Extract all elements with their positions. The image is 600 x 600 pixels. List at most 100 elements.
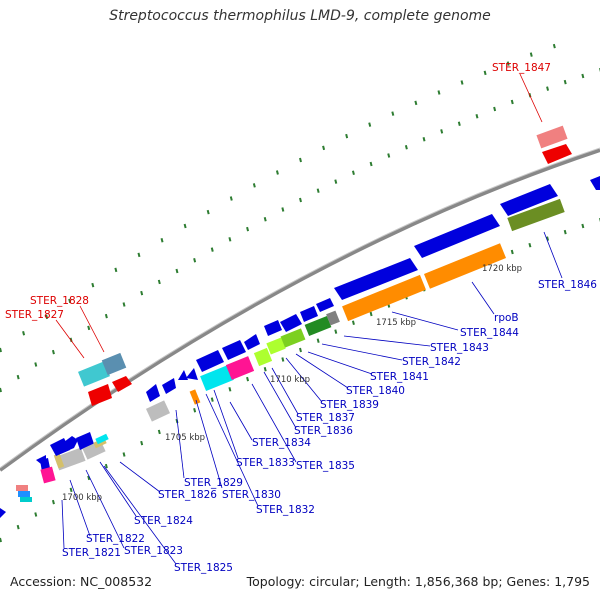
gene-block[interactable]: [95, 433, 109, 445]
gene-arrow[interactable]: [280, 314, 302, 332]
tick-mark: [69, 487, 73, 493]
gene-arrow[interactable]: [178, 370, 188, 380]
gene-arrow[interactable]: [300, 306, 318, 322]
gene-arrow[interactable]: [264, 320, 282, 336]
tick-mark: [0, 387, 2, 393]
gene-block[interactable]: [40, 466, 56, 484]
tick-mark: [137, 252, 141, 258]
tick-mark: [68, 298, 72, 304]
gene-label[interactable]: STER_1828: [30, 295, 89, 307]
gene-label[interactable]: STER_1837: [296, 412, 355, 424]
gene-arrow[interactable]: [414, 214, 500, 258]
gene-label[interactable]: STER_1826: [158, 489, 217, 501]
gene-block[interactable]: [189, 389, 201, 405]
kbp-label: 1720 kbp: [482, 264, 522, 274]
gene-block[interactable]: [101, 352, 127, 376]
gene-label[interactable]: STER_1847: [492, 62, 551, 74]
tick-mark: [160, 237, 164, 243]
gene-label[interactable]: STER_1821: [62, 547, 121, 559]
gene-block[interactable]: [536, 125, 568, 149]
tick-mark: [157, 429, 161, 435]
gene-block[interactable]: [304, 315, 332, 337]
gene-block[interactable]: [18, 491, 30, 497]
gene-arrow[interactable]: [590, 176, 600, 190]
gene-block[interactable]: [16, 485, 28, 491]
gene-arrow[interactable]: [244, 334, 260, 350]
genome-backbone: [0, 148, 600, 472]
gene-block[interactable]: [342, 274, 426, 322]
gene-arrow[interactable]: [56, 436, 78, 454]
tick-mark: [404, 145, 408, 150]
tick-mark: [334, 179, 338, 184]
gene-label[interactable]: STER_1842: [402, 356, 461, 368]
tick-mark: [281, 357, 285, 362]
gene-block[interactable]: [20, 497, 32, 502]
tick-mark: [529, 52, 533, 57]
tick-mark: [104, 463, 108, 469]
gene-arrow[interactable]: [162, 378, 176, 394]
gene-block[interactable]: [326, 310, 340, 326]
gene-block[interactable]: [280, 328, 306, 348]
gene-arrow[interactable]: [0, 508, 6, 518]
gene-arrow[interactable]: [146, 384, 160, 402]
gene-block[interactable]: [507, 198, 565, 232]
gene-label[interactable]: STER_1836: [294, 425, 353, 437]
gene-label[interactable]: STER_1823: [124, 545, 183, 557]
gene-arrow[interactable]: [334, 258, 418, 300]
tick-mark: [387, 153, 391, 158]
gene-label[interactable]: STER_1846: [538, 279, 597, 291]
tick-mark: [183, 223, 187, 229]
gene-label[interactable]: rpoB: [494, 312, 519, 324]
gene-label[interactable]: STER_1822: [86, 533, 145, 545]
gene-block[interactable]: [53, 453, 65, 469]
tick-mark: [206, 209, 210, 215]
gene-arrow[interactable]: [500, 184, 558, 216]
kbp-label: 1715 kbp: [376, 318, 416, 328]
gene-block[interactable]: [225, 356, 255, 380]
gene-label[interactable]: STER_1840: [346, 385, 405, 397]
gene-label[interactable]: STER_1834: [252, 437, 311, 449]
gene-label[interactable]: STER_1833: [236, 457, 295, 469]
tick-mark: [391, 111, 395, 116]
gene-block[interactable]: [423, 243, 507, 289]
gene-label[interactable]: STER_1841: [370, 371, 429, 383]
gene-arrow[interactable]: [112, 376, 132, 392]
tick-mark: [334, 329, 338, 334]
gene-label[interactable]: STER_1843: [430, 342, 489, 354]
gene-block[interactable]: [266, 337, 286, 355]
tick-mark: [552, 43, 556, 49]
tick-mark: [299, 197, 302, 203]
gene-label[interactable]: STER_1844: [460, 327, 519, 339]
tick-mark: [114, 267, 118, 273]
gene-label[interactable]: STER_1839: [320, 399, 379, 411]
tick-mark: [299, 157, 302, 163]
gene-block[interactable]: [78, 361, 110, 387]
gene-block[interactable]: [253, 347, 273, 367]
gene-arrow[interactable]: [542, 144, 572, 164]
tick-mark: [122, 452, 126, 457]
tick-mark: [528, 242, 532, 248]
gene-label[interactable]: STER_1835: [296, 460, 355, 472]
gene-arrow[interactable]: [88, 384, 112, 406]
gene-label[interactable]: STER_1830: [222, 489, 281, 501]
gene-arrow[interactable]: [186, 368, 198, 380]
gene-arrow[interactable]: [222, 340, 246, 360]
tick-mark: [316, 338, 320, 343]
gene-label[interactable]: STER_1832: [256, 504, 315, 516]
gene-label[interactable]: STER_1827: [5, 309, 64, 321]
tick-mark: [34, 512, 38, 517]
tick-mark: [22, 331, 26, 336]
gene-block[interactable]: [145, 400, 171, 422]
tick-mark: [299, 347, 302, 353]
gene-arrow[interactable]: [196, 350, 224, 372]
tick-mark: [440, 129, 444, 134]
gene-arrow[interactable]: [316, 298, 334, 312]
tick-mark: [34, 362, 38, 367]
gene-label[interactable]: STER_1829: [184, 477, 243, 489]
tick-mark: [91, 282, 95, 288]
gene-block[interactable]: [200, 364, 234, 392]
gene-label[interactable]: STER_1825: [174, 562, 233, 574]
tick-mark: [414, 100, 418, 106]
gene-label[interactable]: STER_1824: [134, 515, 193, 527]
